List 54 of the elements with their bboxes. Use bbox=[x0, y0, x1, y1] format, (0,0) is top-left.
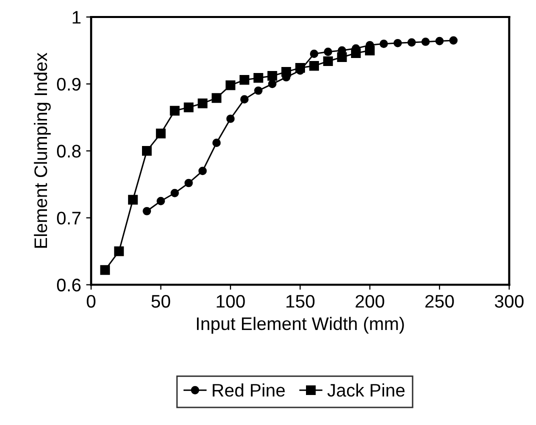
point bbox=[114, 246, 124, 256]
point bbox=[226, 80, 236, 90]
y-tick-label: 0.9 bbox=[57, 78, 81, 91]
y-axis-title: Element Clumping Index bbox=[34, 52, 51, 248]
point bbox=[212, 93, 222, 103]
point bbox=[198, 166, 207, 176]
point bbox=[128, 194, 138, 205]
y-tick-label: 1 bbox=[72, 11, 81, 24]
point bbox=[184, 178, 193, 188]
x-tick-label: 300 bbox=[494, 294, 524, 308]
x-tick-label: 200 bbox=[356, 294, 384, 308]
x-tick-label: 150 bbox=[286, 294, 315, 308]
point bbox=[295, 63, 306, 73]
point bbox=[253, 73, 264, 83]
point bbox=[184, 102, 194, 112]
legend-label: Red Pine bbox=[212, 383, 285, 397]
point bbox=[364, 46, 375, 56]
point bbox=[324, 48, 332, 56]
point bbox=[394, 38, 402, 48]
y-tick-label: 0.6 bbox=[57, 278, 81, 292]
point bbox=[170, 106, 180, 116]
point bbox=[142, 206, 152, 216]
point bbox=[240, 75, 250, 85]
point bbox=[254, 86, 263, 95]
point bbox=[156, 128, 166, 138]
point bbox=[309, 61, 319, 71]
point bbox=[268, 80, 276, 88]
point bbox=[281, 67, 292, 77]
y-tick-label: 0.8 bbox=[57, 144, 81, 158]
point bbox=[156, 196, 165, 206]
point bbox=[198, 98, 208, 108]
point bbox=[226, 114, 235, 123]
point bbox=[435, 36, 444, 46]
point bbox=[212, 138, 221, 148]
point bbox=[421, 38, 430, 46]
x-axis-title: Input Element Width (mm) bbox=[196, 316, 404, 334]
point bbox=[380, 40, 388, 48]
point bbox=[100, 265, 110, 275]
point bbox=[267, 71, 278, 81]
point bbox=[170, 188, 179, 198]
point bbox=[351, 48, 361, 58]
point bbox=[407, 38, 416, 47]
x-tick-label: 50 bbox=[151, 294, 170, 308]
x-tick-label: 100 bbox=[216, 294, 245, 308]
legend-label: Jack Pine bbox=[327, 383, 405, 397]
y-tick-label: 0.7 bbox=[57, 212, 80, 225]
x-tick-label: 0 bbox=[86, 294, 96, 308]
point bbox=[142, 146, 152, 156]
point bbox=[449, 36, 458, 45]
point bbox=[337, 52, 347, 62]
point bbox=[310, 50, 318, 58]
point bbox=[323, 56, 333, 66]
point bbox=[240, 95, 249, 104]
x-tick-label: 250 bbox=[425, 294, 454, 308]
